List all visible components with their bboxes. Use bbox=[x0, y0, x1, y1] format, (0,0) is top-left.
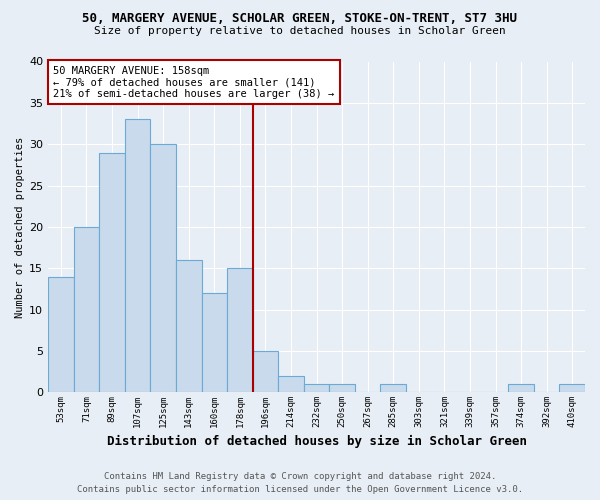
Bar bbox=[278, 376, 304, 392]
Text: Size of property relative to detached houses in Scholar Green: Size of property relative to detached ho… bbox=[94, 26, 506, 36]
Bar bbox=[508, 384, 534, 392]
Bar bbox=[559, 384, 585, 392]
Bar bbox=[176, 260, 202, 392]
Bar bbox=[151, 144, 176, 392]
Bar bbox=[227, 268, 253, 392]
Text: Contains HM Land Registry data © Crown copyright and database right 2024.
Contai: Contains HM Land Registry data © Crown c… bbox=[77, 472, 523, 494]
Bar bbox=[74, 227, 99, 392]
Bar bbox=[253, 351, 278, 393]
Bar bbox=[125, 120, 151, 392]
Bar bbox=[380, 384, 406, 392]
Text: 50 MARGERY AVENUE: 158sqm
← 79% of detached houses are smaller (141)
21% of semi: 50 MARGERY AVENUE: 158sqm ← 79% of detac… bbox=[53, 66, 335, 99]
Bar bbox=[202, 293, 227, 392]
Bar bbox=[304, 384, 329, 392]
X-axis label: Distribution of detached houses by size in Scholar Green: Distribution of detached houses by size … bbox=[107, 434, 527, 448]
Text: 50, MARGERY AVENUE, SCHOLAR GREEN, STOKE-ON-TRENT, ST7 3HU: 50, MARGERY AVENUE, SCHOLAR GREEN, STOKE… bbox=[83, 12, 517, 24]
Y-axis label: Number of detached properties: Number of detached properties bbox=[15, 136, 25, 318]
Bar bbox=[99, 152, 125, 392]
Bar bbox=[329, 384, 355, 392]
Bar bbox=[48, 276, 74, 392]
